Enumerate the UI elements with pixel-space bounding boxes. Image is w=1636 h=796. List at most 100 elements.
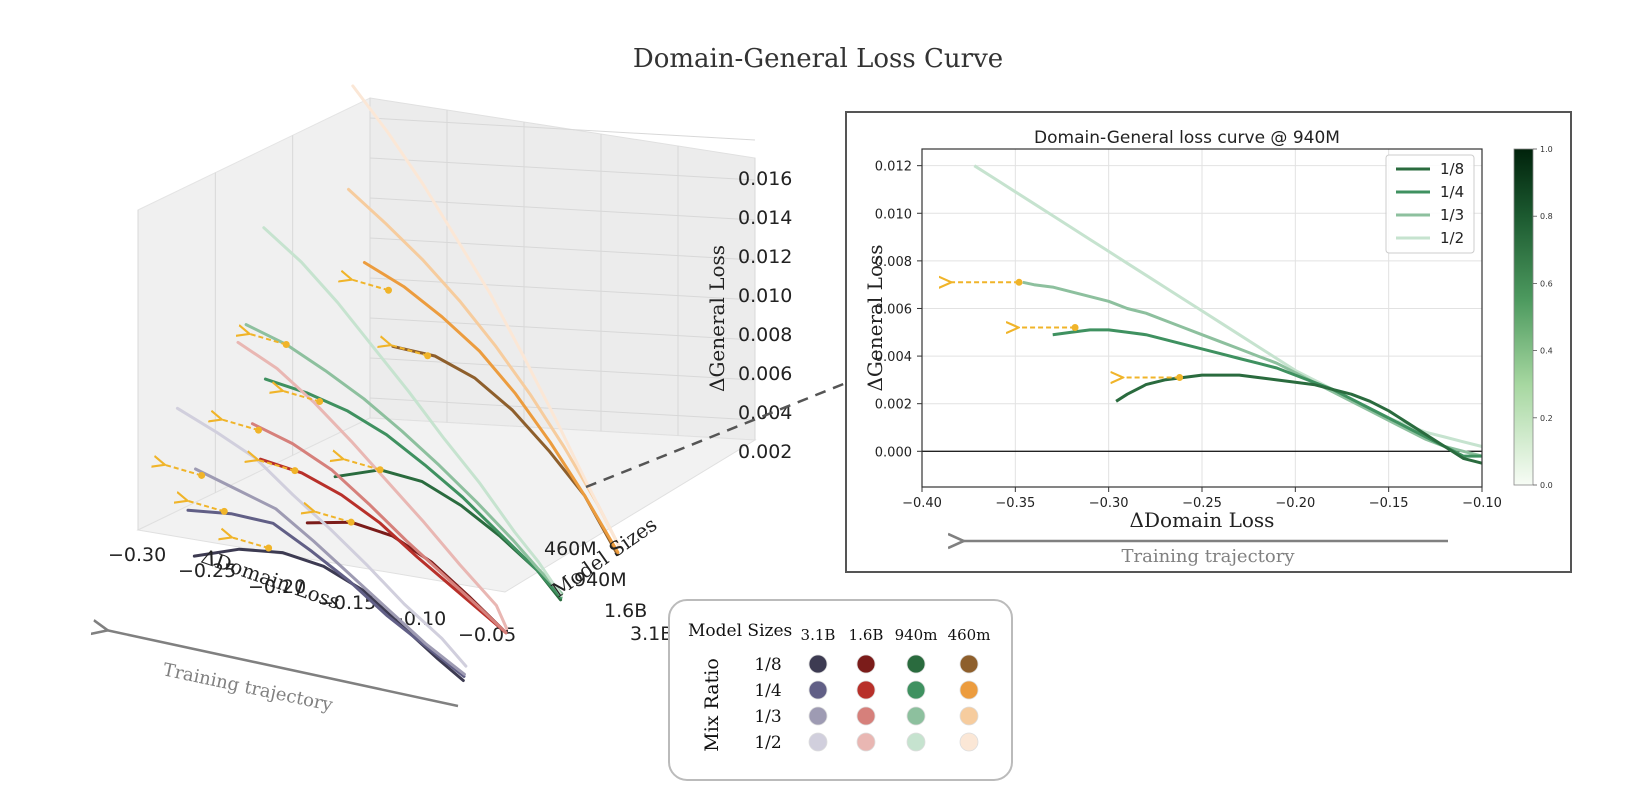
z-gridline <box>369 317 756 341</box>
inset-legend-label: 1/2 <box>1440 229 1464 247</box>
inset-x-tick-label: −0.40 <box>902 496 942 511</box>
x-tick-label: −0.20 <box>248 576 306 598</box>
shift-arrow <box>390 345 428 357</box>
z-gridline <box>369 397 756 421</box>
connector-dashed-line <box>585 381 847 489</box>
y-tick-label: 1.6B <box>604 600 647 622</box>
legend-swatch-1.6B-1-4 <box>856 680 876 700</box>
inset-y-tick-label: 0.010 <box>875 207 912 222</box>
shift-point <box>316 398 324 406</box>
inset-xlabel: ΔDomain Loss <box>1130 508 1275 532</box>
colorbar-tick-label: 0.8 <box>1540 212 1553 221</box>
shift-point <box>376 466 384 474</box>
z-tick-label: 0.004 <box>738 402 792 424</box>
inset-x-tick-label: −0.15 <box>1369 496 1409 511</box>
shift-point <box>282 341 290 349</box>
legend-swatch-460M-1-8 <box>959 654 979 674</box>
shift-point <box>265 544 273 552</box>
legend-column-label: 3.1B <box>801 626 836 644</box>
x-tick-label: −0.30 <box>108 544 166 566</box>
x-tick-label: −0.15 <box>318 592 376 614</box>
x-tick-label: −0.25 <box>178 560 236 582</box>
shift-arrow <box>313 511 352 524</box>
inset-ylabel: ΔGeneral Loss <box>863 244 887 391</box>
3d-shift-arrows <box>164 279 432 552</box>
inset-tick-labels: −0.40 −0.35 −0.30 −0.25 −0.20 −0.15 −0.10 0.000… <box>875 160 1502 511</box>
z-gridline <box>369 277 756 301</box>
inset-loss-curves <box>973 164 1483 465</box>
inset-shift-point <box>1015 278 1023 286</box>
inset-x-tick-label: −0.25 <box>1182 496 1222 511</box>
inset-x-tick-label: −0.20 <box>1275 496 1315 511</box>
inset-y-tick-label: 0.012 <box>875 160 912 175</box>
legend-row-label: 1/3 <box>754 707 781 727</box>
shift-arrow <box>221 419 259 432</box>
series-460M-1-2-line <box>351 84 621 548</box>
legend-row-label: 1/2 <box>754 733 781 753</box>
legend-swatch-460M-1-2 <box>959 732 979 752</box>
legend-swatch-1.6B-1-3 <box>856 706 876 726</box>
shift-arrow <box>231 537 269 549</box>
shift-point <box>291 467 299 475</box>
colorbar-tick-label: 0.6 <box>1540 279 1553 288</box>
z-tick-label: 0.016 <box>738 168 792 190</box>
y-tick-label: 940M <box>574 569 627 591</box>
z-tick-label: 0.006 <box>738 363 792 385</box>
legend-swatch-940M-1-3 <box>906 706 926 726</box>
inset-y-tick-label: 0.000 <box>875 445 912 460</box>
z-gridline <box>369 357 756 381</box>
shift-point <box>220 507 228 515</box>
inset-legend: 1/8 1/4 1/3 1/2 <box>1385 154 1475 254</box>
colorbar <box>1513 148 1534 486</box>
shift-arrow <box>186 500 225 513</box>
z-tick-label: 0.012 <box>738 246 792 268</box>
inset-legend-label: 1/4 <box>1440 183 1464 201</box>
colorbar-tick-label: 0.0 <box>1540 481 1553 490</box>
legend-row-label: 1/4 <box>754 681 781 701</box>
inset-x-tick-label: −0.10 <box>1462 496 1502 511</box>
legend-title: Model Sizes <box>688 621 792 641</box>
z-tick-label: 0.008 <box>738 324 792 346</box>
inset-y-tick-label: 0.006 <box>875 302 912 317</box>
series-3.1B-1-8-line <box>192 547 465 682</box>
shift-point <box>424 352 432 360</box>
z-gridline <box>369 157 756 181</box>
legend-column-label: 1.6B <box>849 626 884 644</box>
z-tick-label: 0.014 <box>738 207 792 229</box>
3d-loss-curves <box>175 84 621 682</box>
inset-shift-point <box>1071 324 1079 332</box>
inset-legend-label: 1/8 <box>1440 160 1464 178</box>
inset-shift-point <box>1176 374 1184 382</box>
shift-point <box>347 518 355 526</box>
legend-swatch-1.6B-1-2 <box>856 732 876 752</box>
inset-y-tick-label: 0.008 <box>875 255 912 270</box>
series-1.6B-1-3-line <box>250 422 508 635</box>
shift-arrow <box>351 279 389 292</box>
shift-point <box>198 471 206 479</box>
legend-column-label: 940m <box>895 626 938 644</box>
shift-point <box>255 426 262 434</box>
3d-tick-labels: 0.002 0.004 0.006 0.008 0.010 0.012 0.014 0.016… <box>108 168 792 646</box>
inset-plot-border <box>921 148 1483 488</box>
series-3.1B-1-4-line <box>186 508 466 678</box>
left-trajectory-arrow <box>106 630 459 708</box>
z-tick-label: 0.010 <box>738 285 792 307</box>
y-tick-label: 460M <box>544 538 597 560</box>
colorbar-tick-label: 0.2 <box>1540 414 1553 423</box>
shift-point <box>385 286 392 294</box>
series-1.6B-1-2-line <box>236 340 509 631</box>
colorbar-tick-label: 0.4 <box>1540 347 1553 356</box>
legend-swatch-3.1B-1-4 <box>808 680 828 700</box>
series-460M-1-4-line <box>362 261 620 554</box>
inset-series-1-4-line <box>1052 328 1482 458</box>
3d-back-pane <box>369 97 756 441</box>
shift-arrow <box>257 460 296 472</box>
inset-x-tick-label: −0.35 <box>995 496 1035 511</box>
series-3.1B-1-3-line <box>194 467 466 676</box>
inset-gridlines <box>917 149 1483 492</box>
shift-arrow <box>282 391 320 403</box>
inset-title: Domain-General loss curve @ 940M <box>1034 128 1340 148</box>
legend-swatch-460M-1-3 <box>959 706 979 726</box>
legend-row-title: Mix Ratio <box>701 658 723 752</box>
